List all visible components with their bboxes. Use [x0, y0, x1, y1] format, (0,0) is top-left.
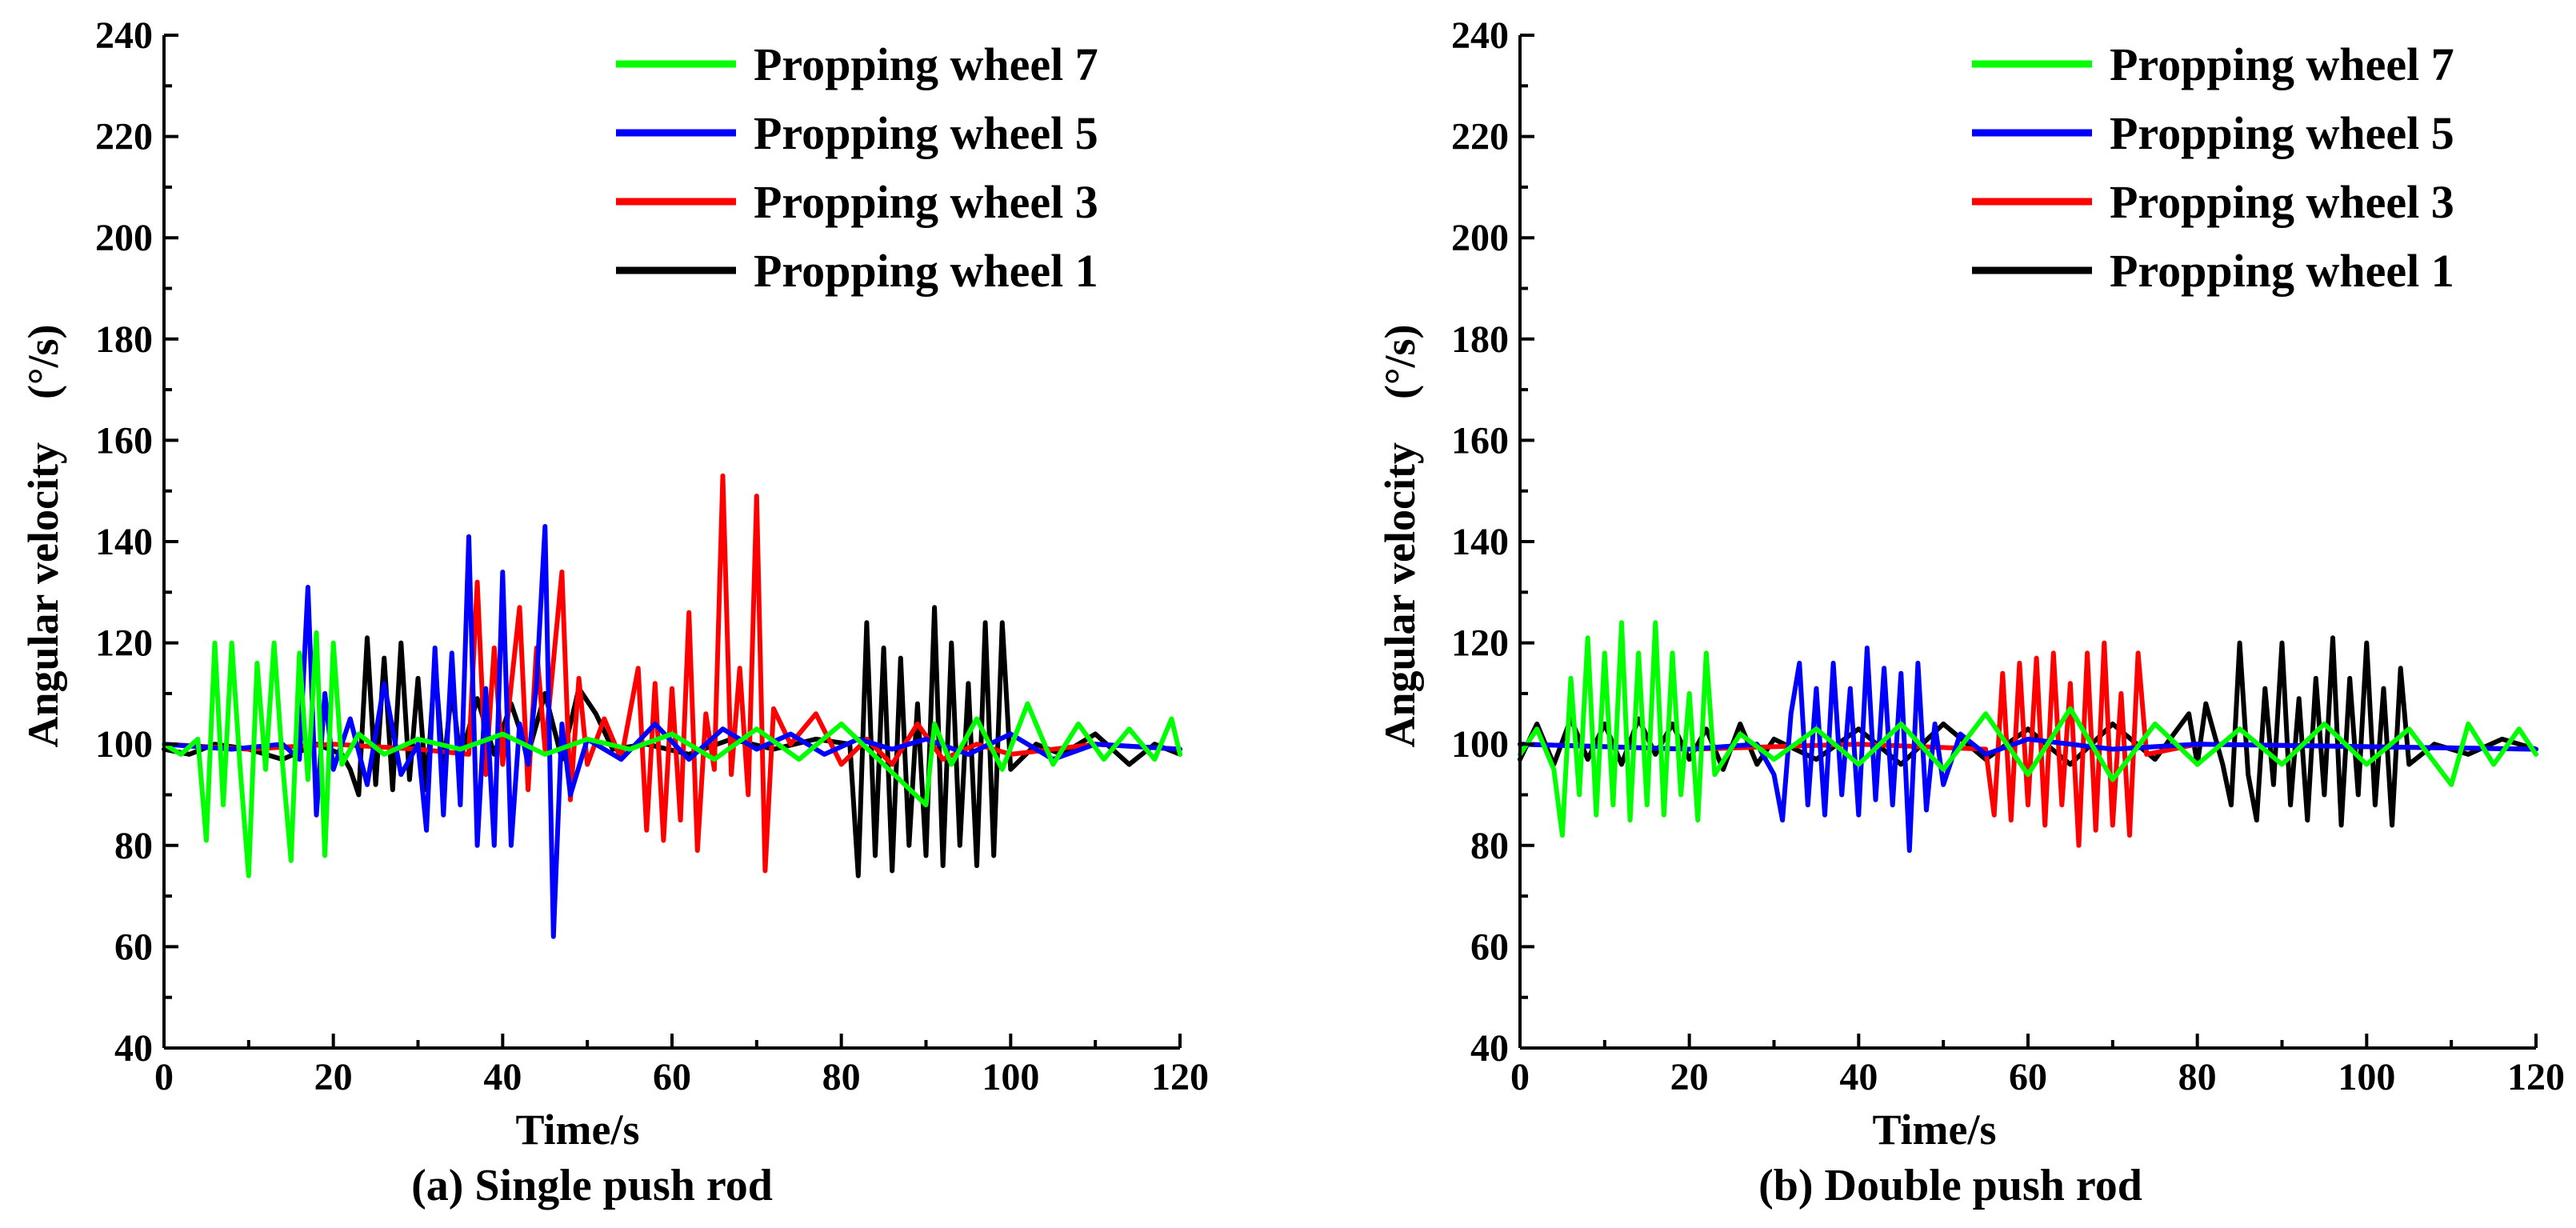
axes [1518, 34, 2538, 1050]
legend-label: Propping wheel 5 [2110, 107, 2454, 159]
y-tick-label: 40 [114, 1027, 153, 1070]
axes [162, 34, 1182, 1050]
legend: Propping wheel 7 Propping wheel 5 Propping… [616, 38, 1098, 297]
tick-labels: 40 60 80 100 120 140 160 180 200 220 240 0 20 40 60 80 1… [1451, 14, 2565, 1098]
x-tick-label: 100 [2338, 1056, 2395, 1098]
legend-label: Propping wheel 1 [754, 245, 1098, 297]
y-axis-title: Angular velocity (°/s) [1376, 324, 1424, 747]
x-tick-label: 20 [1670, 1056, 1709, 1098]
x-tick-label: 40 [1839, 1056, 1878, 1098]
y-axis-title: Angular velocity (°/s) [19, 324, 67, 747]
chart-panel-single-push-rod: 40 60 80 100 120 140 160 180 200 220 240 0 20 40 60 80 1… [19, 14, 1209, 1210]
legend-label: Propping wheel 1 [2110, 245, 2454, 297]
x-tick-label: 20 [314, 1056, 353, 1098]
tick-labels: 40 60 80 100 120 140 160 180 200 220 240 0 20 40 60 80 1… [95, 14, 1209, 1098]
series-line-3 [1518, 645, 2538, 854]
x-axis-title: Time/s [1872, 1106, 1996, 1154]
x-tick-label: 100 [982, 1056, 1039, 1098]
y-tick-label: 80 [114, 825, 153, 867]
y-tick-label: 180 [95, 318, 153, 361]
y-tick-label: 40 [1470, 1027, 1509, 1070]
legend: Propping wheel 7 Propping wheel 5 Propping… [1972, 38, 2454, 297]
y-tick-label: 240 [1451, 14, 1509, 57]
y-tick-label: 140 [95, 521, 153, 563]
y-tick-label: 100 [95, 723, 153, 766]
x-tick-label: 0 [154, 1056, 174, 1098]
y-tick-label: 160 [1451, 419, 1509, 462]
y-tick-label: 60 [1470, 926, 1509, 968]
y-tick-label: 220 [95, 116, 153, 158]
panel-caption: (b) Double push rod [1758, 1161, 2142, 1210]
legend-label: Propping wheel 7 [754, 38, 1098, 90]
y-tick-label: 220 [1451, 116, 1509, 158]
y-tick-label: 200 [1451, 217, 1509, 259]
x-axis-title: Time/s [515, 1106, 639, 1154]
x-tick-label: 80 [822, 1056, 861, 1098]
x-tick-label: 40 [483, 1056, 522, 1098]
y-tick-label: 80 [1470, 825, 1509, 867]
series-line-4 [162, 630, 1182, 878]
y-tick-label: 120 [1451, 622, 1509, 665]
x-tick-label: 120 [2507, 1056, 2565, 1098]
series-line-4 [1518, 620, 2538, 838]
series-line-1 [1518, 635, 2538, 828]
legend-label: Propping wheel 7 [2110, 38, 2454, 90]
y-tick-label: 200 [95, 217, 153, 259]
y-tick-label: 60 [114, 926, 153, 968]
y-tick-label: 100 [1451, 723, 1509, 766]
x-tick-label: 120 [1151, 1056, 1209, 1098]
y-tick-label: 240 [95, 14, 153, 57]
legend-label: Propping wheel 5 [754, 107, 1098, 159]
x-tick-label: 0 [1510, 1056, 1530, 1098]
series-layer [1518, 620, 2538, 854]
legend-label: Propping wheel 3 [754, 176, 1098, 228]
y-tick-label: 160 [95, 419, 153, 462]
x-tick-label: 80 [2178, 1056, 2217, 1098]
series-line-3 [162, 524, 1182, 939]
x-tick-label: 60 [653, 1056, 691, 1098]
y-tick-label: 140 [1451, 521, 1509, 563]
panel-caption: (a) Single push rod [411, 1161, 773, 1210]
y-tick-label: 120 [95, 622, 153, 665]
series-line-2 [1518, 640, 2538, 848]
x-tick-label: 60 [2009, 1056, 2047, 1098]
legend-label: Propping wheel 3 [2110, 176, 2454, 228]
y-tick-label: 180 [1451, 318, 1509, 361]
series-layer [162, 473, 1182, 939]
chart-panel-double-push-rod: 40 60 80 100 120 140 160 180 200 220 240 0 20 40 60 80 1… [1376, 14, 2565, 1210]
